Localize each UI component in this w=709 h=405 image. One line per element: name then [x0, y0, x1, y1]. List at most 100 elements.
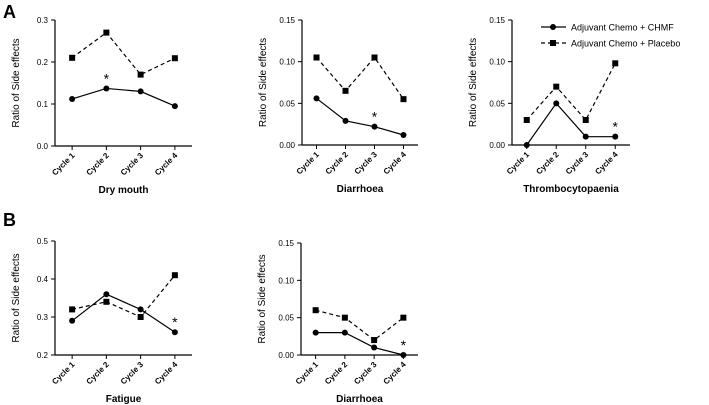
series-adjuvant-chemo-placebo: [312, 307, 407, 344]
x-tick-label: Cycle 4: [153, 360, 180, 387]
data-point: [103, 291, 110, 298]
data-point: [371, 337, 378, 344]
x-tick-label: Cycle 1: [50, 360, 77, 387]
panel-label-a: A: [3, 2, 16, 22]
data-point: [313, 95, 320, 102]
data-point: [69, 317, 76, 324]
x-tick-label: Cycle 1: [295, 150, 322, 177]
legend-label-placebo: Adjuvant Chemo + Placebo: [571, 39, 680, 49]
x-tick-label: Cycle 2: [85, 151, 112, 178]
data-point: [313, 54, 320, 61]
series-line: [526, 102, 616, 146]
x-tick-label: Cycle 4: [382, 360, 409, 387]
y-tick-label: 0.3: [37, 313, 49, 322]
chart-1: 0.0 0.1 0.2 0.3 Cycle 1 Cycle 2 Cycle 3 Cycle 4…: [11, 16, 192, 196]
data-point: [342, 117, 349, 124]
data-point: [103, 85, 110, 92]
x-tick-label: Cycle 4: [593, 150, 620, 177]
data-point: [171, 272, 178, 279]
data-point: [137, 71, 144, 78]
series-line: [71, 293, 176, 333]
data-point: [69, 95, 76, 102]
data-point: [312, 329, 319, 336]
significance-marker: *: [172, 314, 178, 330]
significance-marker: *: [401, 337, 407, 353]
x-tick-label: Cycle 3: [119, 151, 146, 178]
y-tick-label: 0.2: [37, 58, 49, 67]
series-adjuvant-chemo-chmf: [69, 291, 178, 336]
series-line: [71, 274, 176, 318]
y-tick-label: 0.5: [37, 237, 49, 246]
y-axis-title: Ratio of Side effects: [257, 254, 268, 343]
series-line: [316, 56, 404, 100]
data-point: [69, 306, 76, 313]
legend: Adjuvant Chemo + CHMF Adjuvant Chemo + P…: [541, 23, 680, 49]
y-tick-label: 0.05: [279, 99, 295, 108]
data-point: [523, 117, 530, 123]
data-point: [312, 307, 319, 314]
legend-label-chmf: Adjuvant Chemo + CHMF: [571, 23, 674, 33]
data-point: [103, 29, 110, 36]
x-tick-label: Cycle 4: [153, 151, 180, 178]
series-adjuvant-chemo-placebo: [523, 60, 619, 123]
chart-4: 0.2 0.3 0.4 0.5 Cycle 1 Cycle 2 Cycle 3 Cycle 4…: [11, 237, 192, 405]
data-point: [553, 83, 560, 90]
x-tick-label: Cycle 1: [50, 151, 77, 178]
data-point: [400, 352, 407, 358]
series-line: [316, 97, 404, 136]
x-tick-label: Cycle 3: [564, 150, 591, 177]
chart-2: 0.00 0.05 0.10 0.15 Cycle 1 Cycle 2 Cycle 3 Cyc…: [258, 16, 418, 195]
data-point: [400, 314, 407, 321]
significance-marker: *: [372, 109, 378, 125]
series-line: [526, 63, 616, 122]
data-point: [137, 306, 144, 313]
x-tick-label: Cycle 1: [505, 150, 532, 177]
y-tick-label: 0.4: [37, 275, 49, 284]
data-point: [612, 60, 619, 67]
legend-marker-chmf: [550, 24, 556, 30]
data-point: [371, 54, 378, 61]
data-point: [612, 133, 619, 140]
data-point: [137, 314, 144, 320]
chart-5: 0.00 0.05 0.10 0.15 Cycle 1 Cycle 2 Cycle 3 Cyc…: [257, 239, 418, 405]
data-point: [582, 133, 589, 140]
data-point: [69, 54, 76, 61]
series-line: [315, 309, 404, 341]
data-point: [371, 123, 378, 130]
data-point: [371, 344, 378, 351]
y-axis-title: Ratio of Side effects: [468, 38, 479, 127]
series-adjuvant-chemo-chmf: [313, 95, 407, 138]
data-point: [582, 117, 589, 123]
data-point: [523, 142, 530, 148]
y-tick-label: 0.15: [489, 16, 505, 25]
legend-marker-placebo: [550, 40, 556, 46]
data-point: [400, 96, 407, 103]
x-axis-title: Thrombocytopaenia: [523, 184, 619, 195]
y-tick-label: 0.05: [278, 314, 294, 323]
y-tick-label: 0.15: [278, 239, 294, 248]
x-tick-label: Cycle 3: [353, 150, 380, 177]
data-point: [171, 329, 178, 336]
series-adjuvant-chemo-placebo: [313, 54, 407, 103]
x-axis-title: Dry mouth: [99, 185, 149, 196]
y-tick-label: 0.0: [37, 142, 49, 151]
series-adjuvant-chemo-chmf: [312, 329, 407, 358]
data-point: [171, 55, 178, 62]
y-tick-label: 0.3: [37, 16, 49, 25]
x-axis-title: Diarrhoea: [337, 184, 384, 195]
y-tick-label: 0.15: [279, 16, 295, 25]
y-tick-label: 0.00: [489, 141, 505, 150]
y-tick-label: 0.1: [37, 100, 49, 109]
series-adjuvant-chemo-placebo: [69, 29, 178, 78]
series-line: [71, 31, 176, 76]
y-tick-label: 0.10: [489, 58, 505, 67]
x-tick-label: Cycle 3: [352, 360, 379, 387]
x-axis-title: Diarrhoea: [336, 394, 383, 405]
data-point: [171, 103, 178, 110]
data-point: [553, 100, 560, 107]
series-adjuvant-chemo-placebo: [69, 272, 178, 320]
series-line: [315, 332, 404, 356]
y-tick-label: 0.10: [279, 58, 295, 67]
y-axis-title: Ratio of Side effects: [11, 38, 22, 127]
